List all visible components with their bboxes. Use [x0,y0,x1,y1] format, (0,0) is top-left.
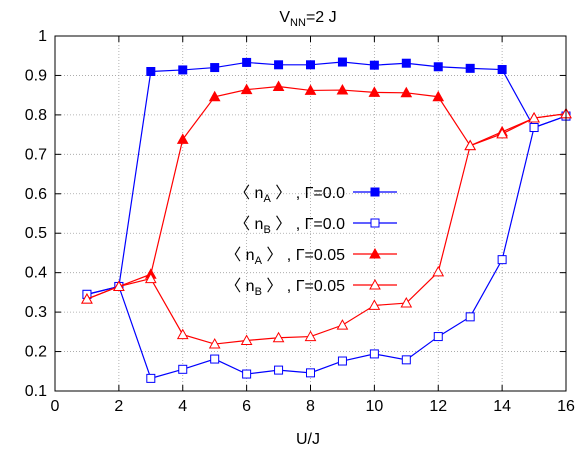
data-point [528,112,540,123]
legend-entry: 〈 nB 〉 , Γ=0.05 [225,278,397,298]
data-point [337,356,347,366]
data-point [497,65,507,75]
legend-entry: 〈 nA 〉 , Γ=0.0 [234,185,397,205]
legend-marker [369,278,381,290]
x-tick-label: 8 [306,398,315,415]
legend-label: 〈 nB 〉 , Γ=0.05 [225,278,345,298]
legend-label: 〈 nA 〉 , Γ=0.05 [225,247,345,267]
x-tick-label: 4 [178,398,187,415]
data-point [401,58,411,68]
data-point [210,63,220,73]
data-point [210,354,220,364]
y-tick-label: 0.3 [25,304,47,321]
data-point [306,368,315,378]
data-point [433,332,443,342]
data-point [146,373,156,383]
x-tick-label: 16 [557,398,575,415]
y-tick-label: 0.8 [25,107,47,124]
data-point [176,328,189,340]
x-tick-label: 6 [242,398,251,415]
data-point [337,57,347,67]
data-point [242,57,252,67]
data-point [465,312,475,322]
legend-label: 〈 nA 〉 , Γ=0.0 [234,185,345,205]
data-point [336,319,349,330]
data-point [304,330,317,342]
data-point [81,293,93,304]
series-4 [81,107,572,349]
data-point [465,63,475,73]
series-2 [82,111,571,383]
data-point [400,297,413,308]
data-point [304,84,317,95]
data-point [272,80,285,91]
series-line [86,85,567,300]
data-point [208,90,221,102]
data-point [178,364,188,374]
axis-ticks: 0 2 4 6 8 10 12 14 16 0.1 0.2 0.3 0.4 0.5 0.6 0.7 0.8 0.9… [25,28,575,415]
data-point [240,334,253,346]
legend-label: 〈 nB 〉 , Γ=0.0 [234,216,345,236]
x-tick-label: 12 [429,398,447,415]
data-point [497,255,507,265]
y-tick-label: 0.4 [25,265,47,282]
data-point [272,331,285,343]
data-point [178,65,188,75]
data-point [529,123,539,133]
data-point [433,62,443,72]
data-point [240,83,253,95]
x-tick-label: 14 [493,398,511,415]
legend: 〈 nA 〉 , Γ=0.0 〈 nB 〉 , Γ=0.0 〈 nA 〉 , Γ=0… [225,185,397,298]
data-point [242,369,252,379]
data-point [146,67,156,76]
legend-marker [370,187,380,197]
data-point [306,60,315,70]
y-tick-label: 0.5 [25,225,47,242]
data-point [369,60,379,70]
data-point [368,299,381,310]
data-point [401,355,411,365]
series-line [86,115,567,380]
grid-lines [55,36,566,391]
data-point [496,127,508,139]
data-point [336,84,349,95]
y-tick-label: 0.6 [25,186,47,203]
data-series [81,57,572,383]
y-tick-label: 0.7 [25,146,47,163]
data-point [400,86,413,98]
legend-entry: 〈 nA 〉 , Γ=0.05 [225,247,397,267]
data-point [274,365,284,375]
y-tick-label: 0.1 [25,383,47,400]
legend-marker [369,247,381,259]
y-tick-label: 0.2 [25,344,47,361]
data-point [432,265,445,277]
x-tick-label: 2 [114,398,123,415]
series-line [86,113,567,345]
data-point [144,272,157,284]
legend-entry: 〈 nB 〉 , Γ=0.0 [234,216,397,236]
chart-title: VNN=2 J [279,9,336,29]
series-line [86,61,567,295]
data-point [432,90,445,102]
data-point [208,338,221,349]
x-axis-label: U/J [296,431,320,448]
data-point [464,139,477,151]
data-point [369,349,379,359]
data-point [368,86,381,97]
x-tick-label: 0 [51,398,60,415]
data-point [274,60,284,70]
legend-marker [370,218,380,228]
y-tick-label: 1 [38,28,47,45]
data-point [176,133,189,144]
x-tick-label: 10 [365,398,383,415]
data-point [113,280,125,291]
plot-frame [54,35,567,392]
y-tick-label: 0.9 [25,67,47,84]
